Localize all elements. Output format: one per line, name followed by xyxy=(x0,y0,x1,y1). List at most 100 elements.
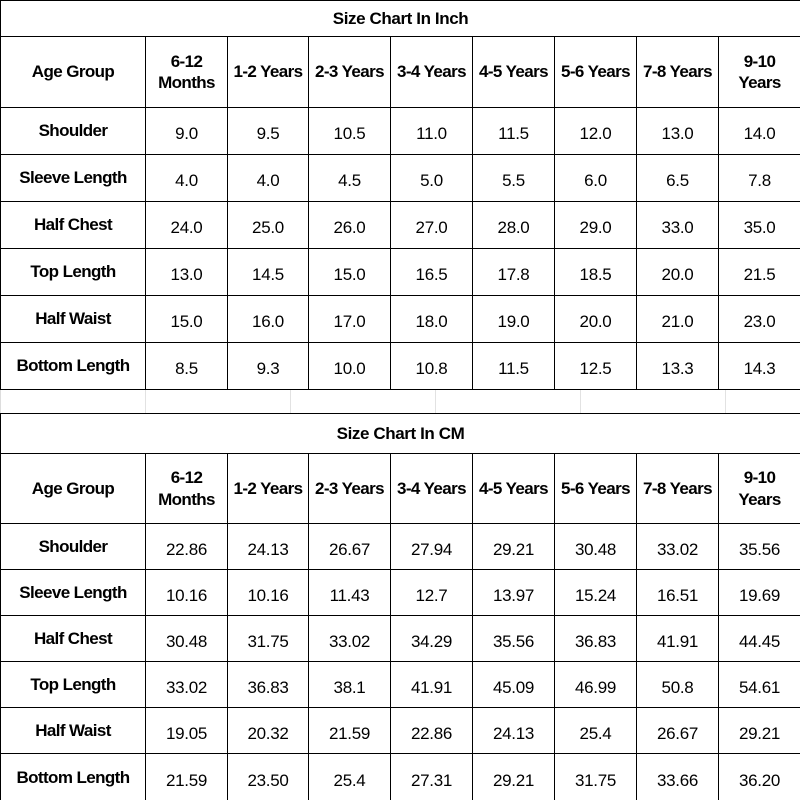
row-label: Shoulder xyxy=(0,107,146,155)
value-cell: 19.69 xyxy=(717,569,800,616)
value-cell: 14.5 xyxy=(227,248,309,296)
cm-table-wrap: Size Chart In CM Age Group 6-12 Months 1-2 … xyxy=(0,413,800,800)
inch-table-wrap: Size Chart In Inch Age Group 6-12 Months 1-… xyxy=(0,0,800,390)
value-cell: 4.5 xyxy=(308,154,391,202)
value-cell: 12.7 xyxy=(390,569,473,616)
header-row: Age Group 6-12 Months 1-2 Years 2-3 Years 3-… xyxy=(0,453,800,524)
header-cell: Age Group xyxy=(0,36,146,108)
value-cell: 20.32 xyxy=(227,707,309,754)
value-cell: 14.3 xyxy=(717,342,800,390)
value-cell: 10.8 xyxy=(390,342,473,390)
value-cell: 15.0 xyxy=(145,295,228,343)
value-cell: 13.3 xyxy=(636,342,719,390)
value-cell: 29.0 xyxy=(554,201,637,249)
header-cell: 2-3 Years xyxy=(308,36,391,108)
value-cell: 41.91 xyxy=(636,615,719,662)
value-cell: 12.5 xyxy=(554,342,637,390)
value-cell: 29.21 xyxy=(472,523,555,570)
value-cell: 13.0 xyxy=(636,107,719,155)
value-cell: 50.8 xyxy=(636,661,719,708)
value-cell: 54.61 xyxy=(717,661,800,708)
value-cell: 36.83 xyxy=(227,661,309,708)
value-cell: 12.0 xyxy=(554,107,637,155)
value-cell: 30.48 xyxy=(145,615,228,662)
value-cell: 21.5 xyxy=(717,248,800,296)
size-table: Size Chart In CM Age Group 6-12 Months 1-2 … xyxy=(0,413,800,800)
header-cell: Age Group xyxy=(0,453,146,524)
value-cell: 46.99 xyxy=(554,661,637,708)
value-cell: 27.0 xyxy=(390,201,473,249)
value-cell: 33.02 xyxy=(145,661,228,708)
row-label: Top Length xyxy=(0,248,146,296)
value-cell: 33.0 xyxy=(636,201,719,249)
row-label: Top Length xyxy=(0,661,146,708)
value-cell: 27.31 xyxy=(390,753,473,800)
table-title: Size Chart In CM xyxy=(0,413,800,454)
value-cell: 9.5 xyxy=(227,107,309,155)
header-cell: 4-5 Years xyxy=(472,453,555,524)
value-cell: 36.20 xyxy=(717,753,800,800)
value-cell: 31.75 xyxy=(554,753,637,800)
value-cell: 9.0 xyxy=(145,107,228,155)
header-cell: 9-10 Years xyxy=(717,453,800,524)
value-cell: 20.0 xyxy=(554,295,637,343)
value-cell: 4.0 xyxy=(145,154,228,202)
value-cell: 41.91 xyxy=(390,661,473,708)
value-cell: 19.05 xyxy=(145,707,228,754)
value-cell: 21.0 xyxy=(636,295,719,343)
data-row: Half Waist 19.05 20.32 21.59 22.86 24.13 25.4 2… xyxy=(0,707,800,754)
row-label: Sleeve Length xyxy=(0,569,146,616)
header-row: Age Group 6-12 Months 1-2 Years 2-3 Years 3-… xyxy=(0,36,800,108)
row-label: Half Chest xyxy=(0,615,146,662)
title-row: Size Chart In CM xyxy=(0,413,800,454)
value-cell: 33.02 xyxy=(308,615,391,662)
value-cell: 22.86 xyxy=(145,523,228,570)
value-cell: 26.0 xyxy=(308,201,391,249)
row-label: Half Chest xyxy=(0,201,146,249)
value-cell: 8.5 xyxy=(145,342,228,390)
value-cell: 15.24 xyxy=(554,569,637,616)
value-cell: 9.3 xyxy=(227,342,309,390)
data-row: Shoulder 9.0 9.5 10.5 11.0 11.5 12.0 13.0 14.0 xyxy=(0,107,800,155)
value-cell: 6.0 xyxy=(554,154,637,202)
value-cell: 16.5 xyxy=(390,248,473,296)
value-cell: 25.4 xyxy=(554,707,637,754)
value-cell: 15.0 xyxy=(308,248,391,296)
value-cell: 10.5 xyxy=(308,107,391,155)
value-cell: 13.0 xyxy=(145,248,228,296)
value-cell: 34.29 xyxy=(390,615,473,662)
value-cell: 38.1 xyxy=(308,661,391,708)
value-cell: 20.0 xyxy=(636,248,719,296)
row-label: Bottom Length xyxy=(0,753,146,800)
data-row: Bottom Length 21.59 23.50 25.4 27.31 29.21 31.… xyxy=(0,753,800,800)
value-cell: 17.0 xyxy=(308,295,391,343)
value-cell: 5.5 xyxy=(472,154,555,202)
value-cell: 23.0 xyxy=(717,295,800,343)
value-cell: 11.5 xyxy=(472,107,555,155)
data-row: Top Length 13.0 14.5 15.0 16.5 17.8 18.5 20.0 21… xyxy=(0,248,800,296)
value-cell: 11.0 xyxy=(390,107,473,155)
value-cell: 16.51 xyxy=(636,569,719,616)
header-cell: 1-2 Years xyxy=(227,453,309,524)
value-cell: 35.56 xyxy=(472,615,555,662)
value-cell: 28.0 xyxy=(472,201,555,249)
row-label: Bottom Length xyxy=(0,342,146,390)
value-cell: 35.0 xyxy=(717,201,800,249)
header-cell: 5-6 Years xyxy=(554,453,637,524)
value-cell: 18.0 xyxy=(390,295,473,343)
value-cell: 36.83 xyxy=(554,615,637,662)
data-row: Sleeve Length 10.16 10.16 11.43 12.7 13.97 15.… xyxy=(0,569,800,616)
value-cell: 35.56 xyxy=(717,523,800,570)
value-cell: 19.0 xyxy=(472,295,555,343)
header-cell: 3-4 Years xyxy=(390,453,473,524)
header-cell: 4-5 Years xyxy=(472,36,555,108)
value-cell: 29.21 xyxy=(472,753,555,800)
value-cell: 33.02 xyxy=(636,523,719,570)
value-cell: 11.5 xyxy=(472,342,555,390)
value-cell: 23.50 xyxy=(227,753,309,800)
value-cell: 24.13 xyxy=(472,707,555,754)
value-cell: 4.0 xyxy=(227,154,309,202)
value-cell: 22.86 xyxy=(390,707,473,754)
value-cell: 5.0 xyxy=(390,154,473,202)
